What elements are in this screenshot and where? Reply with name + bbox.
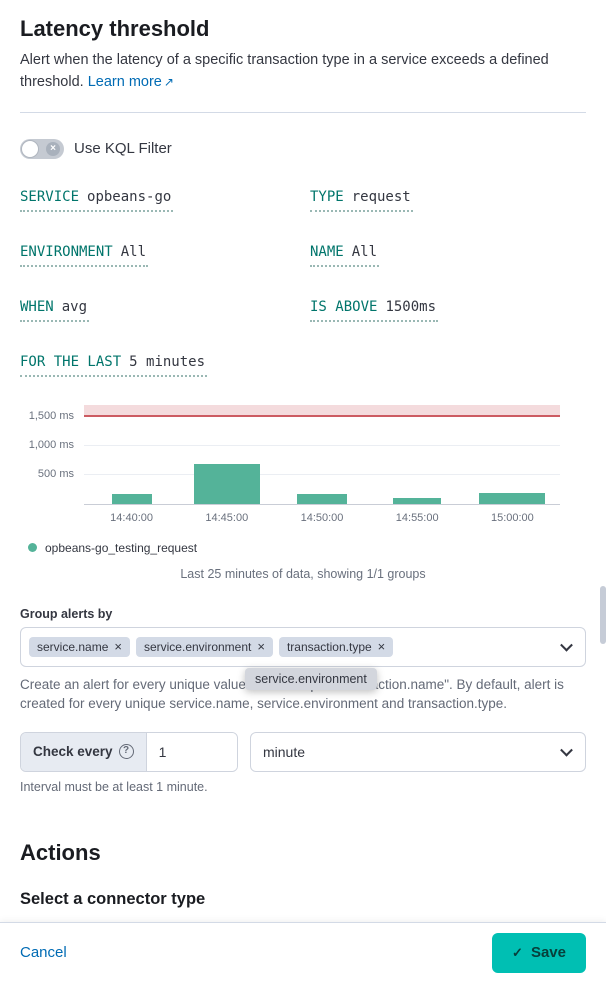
expression-service[interactable]: SERVICE opbeans-go <box>20 188 174 212</box>
external-link-icon: ↗ <box>163 74 174 89</box>
expression-for-the-last-label: FOR THE LAST <box>20 353 122 370</box>
expression-is-above-value: 1500ms <box>385 298 437 315</box>
toggle-thumb <box>21 139 39 158</box>
expression-is-above[interactable]: IS ABOVE 1500ms <box>310 298 439 322</box>
group-badge-transaction-type[interactable]: transaction.type × <box>278 636 394 657</box>
x-tick-label: 14:55:00 <box>395 511 439 524</box>
chart-bar <box>111 494 152 504</box>
threshold-line <box>84 415 560 418</box>
remove-badge-icon[interactable]: × <box>114 639 122 654</box>
kql-filter-toggle[interactable]: × <box>20 138 64 159</box>
chart-x-axis: 14:40:00 14:45:00 14:50:00 14:55:00 15:00:00 <box>84 505 560 527</box>
y-tick-label: 1,500 ms <box>28 410 74 423</box>
divider <box>20 111 586 113</box>
description-text: Alert when the latency of a specific tra… <box>20 52 549 90</box>
chart-plot <box>84 404 560 505</box>
connector-type-subtitle: Select a connector type <box>20 889 206 908</box>
expression-name-label: NAME <box>310 243 344 260</box>
kql-filter-row: × Use KQL Filter <box>20 138 586 159</box>
expression-is-above-label: IS ABOVE <box>310 298 378 315</box>
expression-environment-value: All <box>120 243 147 260</box>
expression-environment[interactable]: ENVIRONMENT All <box>20 243 149 267</box>
expression-when-label: WHEN <box>20 298 54 315</box>
interval-help-text: Interval must be at least 1 minute. <box>20 779 208 794</box>
chart-caption: Last 25 minutes of data, showing 1/1 gro… <box>180 566 426 581</box>
expression-when[interactable]: WHEN avg <box>20 298 90 322</box>
question-in-circle-icon[interactable]: ? <box>118 744 134 760</box>
legend-label: opbeans-go_testing_request <box>45 540 198 555</box>
chart-bar <box>193 463 260 504</box>
expression-type-value: request <box>351 188 411 205</box>
chart-main: 14:40:00 14:45:00 14:50:00 14:55:00 15:00:00 <box>84 404 586 527</box>
y-tick-label: 500 ms <box>37 468 74 481</box>
chevron-down-icon <box>560 743 573 757</box>
toggle-off-icon: × <box>46 141 60 156</box>
expression-name-value: All <box>351 243 378 260</box>
flyout-body: Latency threshold Alert when the latency… <box>20 16 586 908</box>
x-tick-label: 14:40:00 <box>110 511 154 524</box>
expression-environment-label: ENVIRONMENT <box>20 243 113 260</box>
expression-for-the-last-value: 5 minutes <box>129 353 206 370</box>
check-every-field: Check every ? <box>20 731 238 772</box>
check-every-label: Check every <box>33 744 113 760</box>
expression-for-the-last[interactable]: FOR THE LAST 5 minutes <box>20 353 208 377</box>
page-description: Alert when the latency of a specific tra… <box>20 50 580 94</box>
remove-badge-icon[interactable]: × <box>377 639 386 654</box>
expression-type-label: TYPE <box>310 188 344 205</box>
drag-badge-tooltip: service.environment <box>245 667 377 690</box>
x-tick-label: 15:00:00 <box>490 511 534 524</box>
chart-y-axis: 500 ms 1,000 ms 1,500 ms <box>20 405 84 509</box>
group-alerts-help-wrap: Create an alert for every unique value. … <box>20 667 586 714</box>
badge-label: service.environment <box>143 639 252 654</box>
threshold-band <box>84 404 560 417</box>
group-alerts-combobox[interactable]: service.name × service.environment × tra… <box>20 626 586 667</box>
save-button[interactable]: ✓ Save <box>492 932 586 973</box>
chart-legend: opbeans-go_testing_request <box>28 541 586 555</box>
latency-preview-chart: 500 ms 1,000 ms 1,500 ms 14:40:00 14:45:00 1… <box>20 404 586 527</box>
chart-bar <box>297 494 347 504</box>
x-tick-label: 14:50:00 <box>300 511 344 524</box>
expression-service-label: SERVICE <box>20 188 80 205</box>
alert-conditions: SERVICE opbeans-go TYPE request ENVIRONMEN… <box>20 189 586 377</box>
chart-bar <box>393 498 442 504</box>
learn-more-link[interactable]: Learn more ↗ <box>87 73 174 90</box>
group-badge-service-name[interactable]: service.name × <box>29 636 130 657</box>
interval-unit-select[interactable]: minute <box>250 731 586 772</box>
y-tick-label: 1,000 ms <box>28 439 74 452</box>
expression-type[interactable]: TYPE request <box>310 189 413 212</box>
badge-label: service.name <box>37 639 109 654</box>
chevron-down-icon[interactable] <box>560 638 573 652</box>
scrollbar-thumb[interactable] <box>600 586 606 644</box>
expression-name[interactable]: NAME All <box>310 243 380 267</box>
schedule-row: Check every ? minute <box>20 731 586 772</box>
save-button-label: Save <box>530 944 566 961</box>
cancel-button[interactable]: Cancel <box>20 944 67 961</box>
badge-label: transaction.type <box>286 639 372 654</box>
check-icon: ✓ <box>512 944 523 960</box>
chart-bar <box>479 492 546 504</box>
remove-badge-icon[interactable]: × <box>257 639 265 654</box>
expression-when-value: avg <box>61 298 88 315</box>
expression-service-value: opbeans-go <box>87 188 172 205</box>
legend-dot-icon <box>28 543 37 552</box>
check-every-prepend: Check every ? <box>21 732 147 771</box>
actions-title: Actions <box>20 839 101 865</box>
group-badge-service-environment[interactable]: service.environment × <box>135 636 273 657</box>
group-alerts-label: Group alerts by <box>20 606 113 621</box>
x-tick-label: 14:45:00 <box>205 511 249 524</box>
check-every-input[interactable] <box>146 732 237 771</box>
kql-filter-label: Use KQL Filter <box>74 140 172 157</box>
page-title: Latency threshold <box>20 16 210 41</box>
flyout-footer: Cancel ✓ Save <box>0 922 606 982</box>
interval-unit-value: minute <box>263 743 306 760</box>
